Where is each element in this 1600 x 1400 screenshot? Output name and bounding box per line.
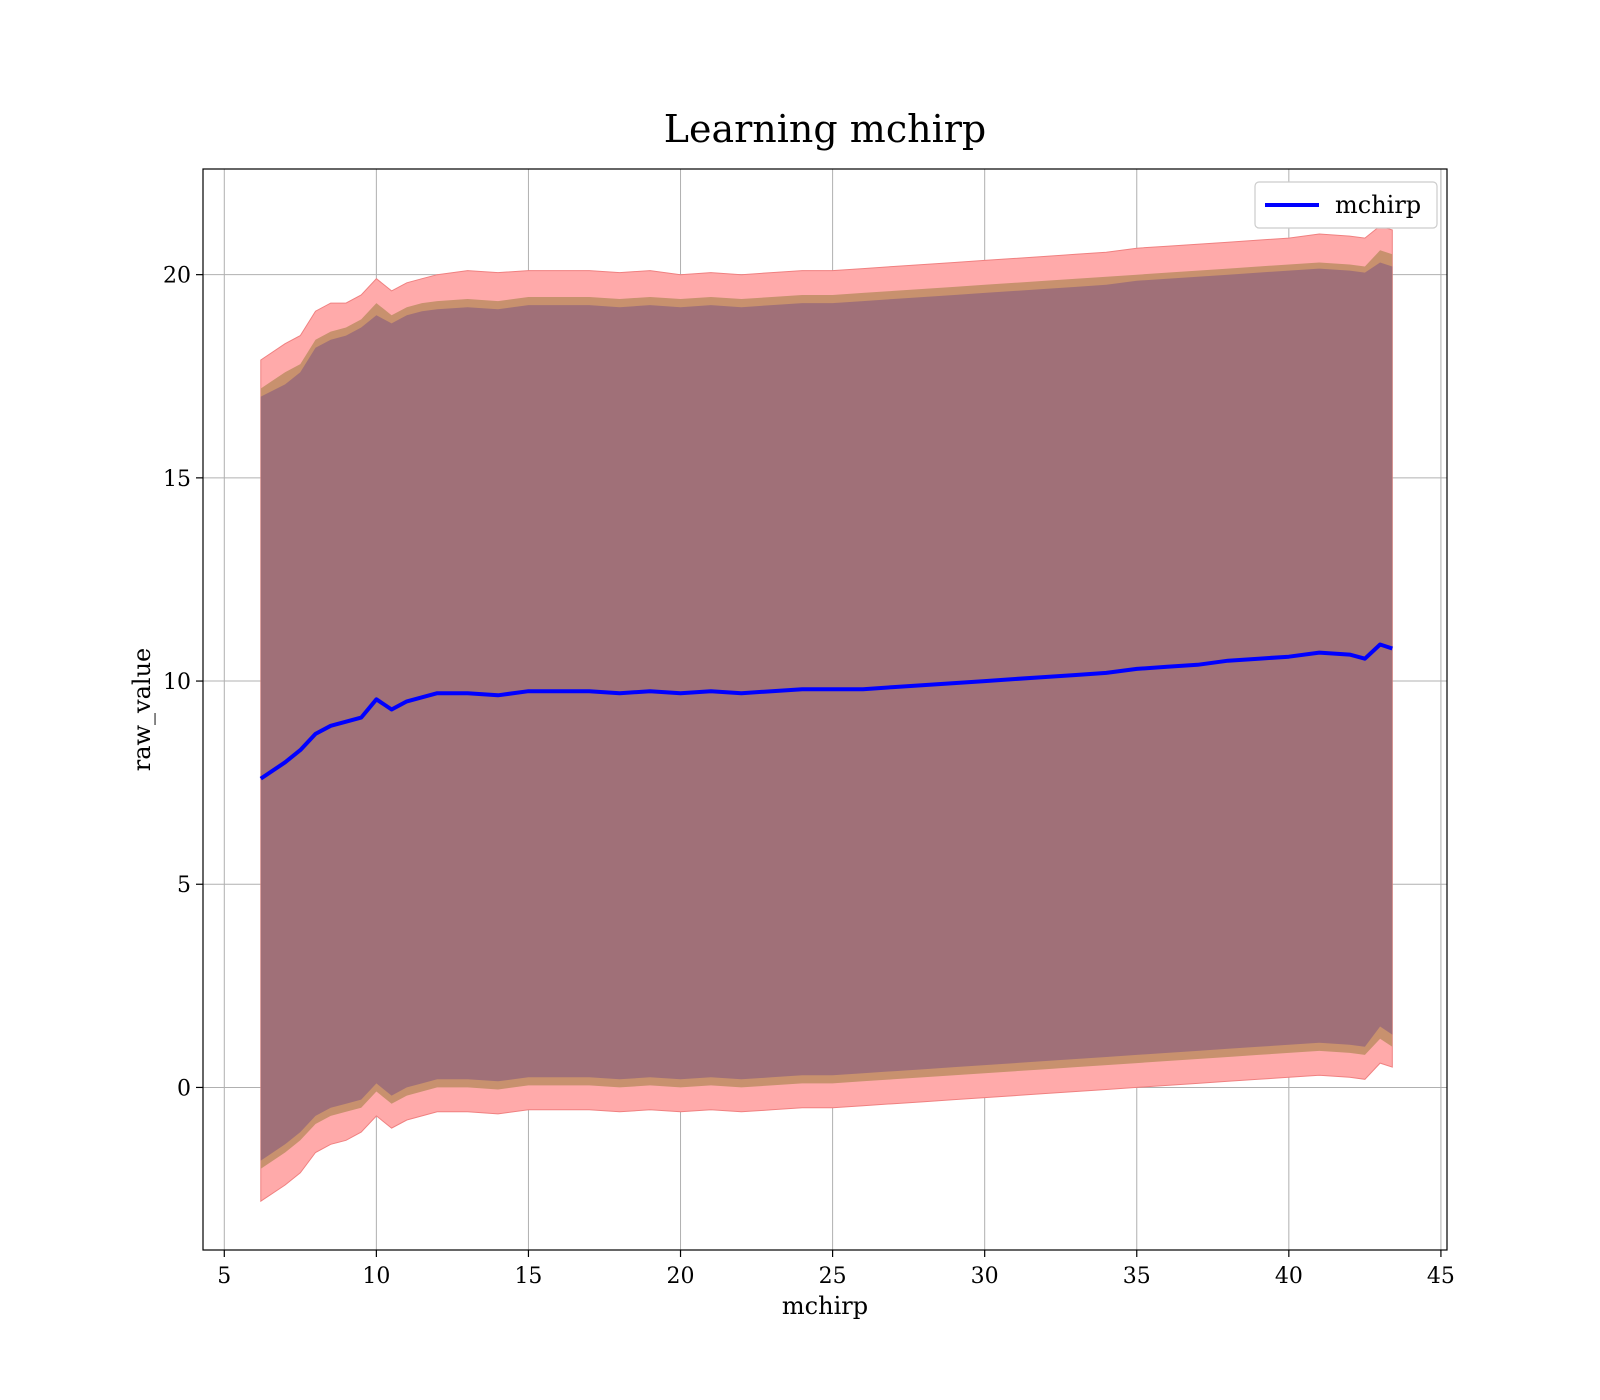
legend-box xyxy=(1254,181,1438,229)
y-axis-label: raw_value xyxy=(128,648,156,772)
bands xyxy=(260,225,1393,1203)
x-axis-ticks: 5 10 15 20 25 30 35 40 45 xyxy=(217,1250,1455,1289)
x-tick-label: 40 xyxy=(1275,1264,1303,1289)
y-tick-label: 0 xyxy=(177,1076,191,1101)
x-axis-label: mchirp xyxy=(782,1292,868,1320)
x-tick-label: 5 xyxy=(217,1264,231,1289)
legend: mchirp xyxy=(1254,181,1438,229)
x-tick-label: 25 xyxy=(819,1264,847,1289)
x-tick-label: 30 xyxy=(971,1264,999,1289)
y-tick-label: 10 xyxy=(163,670,191,695)
x-tick-label: 10 xyxy=(362,1264,390,1289)
x-tick-label: 35 xyxy=(1123,1264,1151,1289)
x-tick-label: 20 xyxy=(667,1264,695,1289)
y-tick-label: 15 xyxy=(163,467,191,492)
series-line-mchirp xyxy=(259,642,1393,781)
y-tick-label: 20 xyxy=(163,264,191,289)
y-axis-ticks: 0 5 10 15 20 xyxy=(163,264,203,1101)
x-tick-label: 45 xyxy=(1427,1264,1455,1289)
band-inner xyxy=(260,262,1393,1161)
x-tick-label: 15 xyxy=(514,1264,542,1289)
chart-title: Learning mchirp xyxy=(664,107,986,151)
y-tick-label: 5 xyxy=(177,873,191,898)
legend-entry-mchirp: mchirp xyxy=(1335,191,1421,219)
plot-frame xyxy=(202,168,1448,1251)
